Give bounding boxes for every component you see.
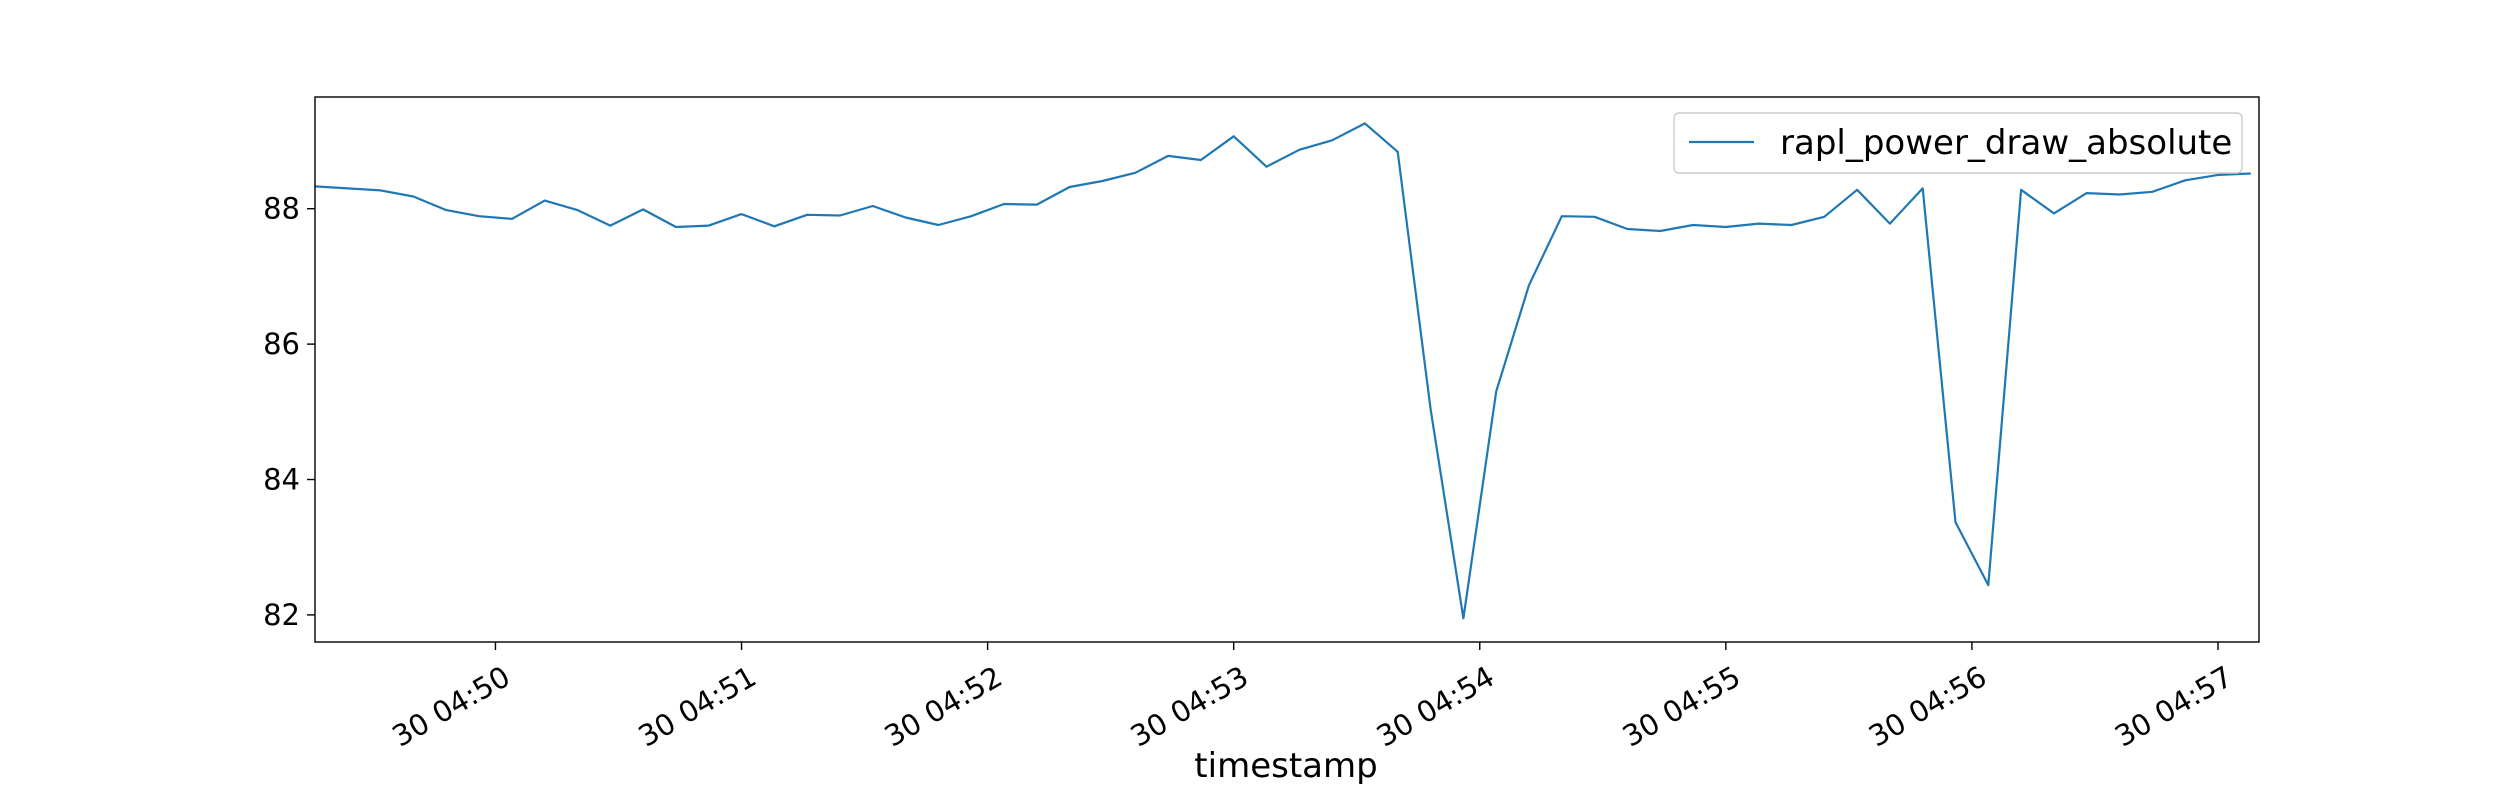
y-tick-label: 86 bbox=[263, 327, 300, 361]
x-tick-label: 30 04:52 bbox=[879, 659, 1008, 753]
y-tick-label: 84 bbox=[263, 463, 300, 497]
legend-box bbox=[1673, 112, 2243, 174]
x-tick-label: 30 04:50 bbox=[386, 659, 515, 753]
x-tick-label: 30 04:57 bbox=[2109, 659, 2238, 753]
x-tick-label: 30 04:56 bbox=[1863, 659, 1992, 753]
x-tick-label: 30 04:53 bbox=[1125, 659, 1254, 753]
plot-area bbox=[315, 97, 2259, 642]
y-axis: 82 84 86 88 bbox=[263, 192, 315, 632]
x-tick-label: 30 04:54 bbox=[1371, 659, 1500, 753]
legend: rapl_power_draw_absolute bbox=[1673, 112, 2243, 174]
y-tick-label: 88 bbox=[263, 192, 300, 226]
x-axis: 30 04:50 30 04:51 30 04:52 30 04:53 30 04:54… bbox=[386, 642, 2238, 754]
legend-label: rapl_power_draw_absolute bbox=[1780, 123, 2232, 163]
plot-frame bbox=[314, 96, 2260, 643]
x-tick-label: 30 04:51 bbox=[633, 659, 762, 753]
x-axis-title: timestamp bbox=[1194, 746, 1377, 786]
y-tick-label: 82 bbox=[263, 598, 300, 632]
x-tick-label: 30 04:55 bbox=[1617, 659, 1746, 753]
series-line-rapl-power-draw-absolute bbox=[314, 122, 2251, 620]
